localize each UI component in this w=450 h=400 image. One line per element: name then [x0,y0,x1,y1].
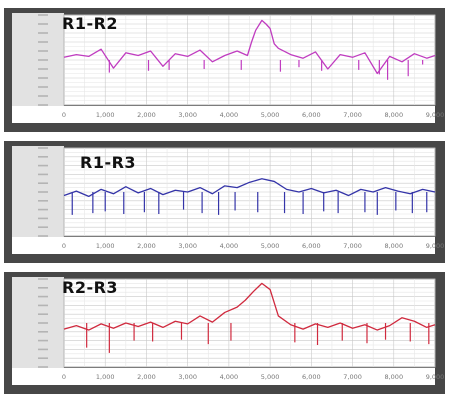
x-tick-label: 4,000 [220,373,239,381]
chart-panel-2: 0 1,000 2,000 3,000 4,000 5,000 6,000 7,000 8,00… [4,141,445,263]
chart-svg-2: 0 1,000 2,000 3,000 4,000 5,000 6,000 7,000 8,00… [12,146,445,254]
chart-panel-3: 0 1,000 2,000 3,000 4,000 5,000 6,000 7,000 8,00… [4,272,445,394]
x-tick-label: 0 [62,111,66,119]
x-tick-label: 6,000 [302,242,321,250]
chart-panel-1: 0 1,000 2,000 3,000 4,000 5,000 6,000 7,000 8,00… [4,8,445,132]
x-tick-label: 3,000 [178,242,197,250]
x-tick-label: 4,000 [220,111,239,119]
spike-group [108,60,424,80]
x-tick-label: 2,000 [137,242,156,250]
x-tick-label: 3,000 [178,373,197,381]
chart-svg-1: 0 1,000 2,000 3,000 4,000 5,000 6,000 7,000 8,00… [12,13,445,123]
chart-title: R1-R3 [80,153,137,172]
x-tick-label: 5,000 [261,242,280,250]
gridlines [63,14,436,106]
x-tick-label: 9,000 [426,242,445,250]
x-tick-label: 7,000 [343,242,362,250]
x-tick-label: 8,000 [384,242,403,250]
x-tick-label: 3,000 [178,111,197,119]
x-tick-label: 1,000 [96,111,115,119]
series-line [63,178,436,198]
chart-title: R2-R3 [62,278,119,297]
x-tick-label: 4,000 [220,242,239,250]
x-tick-label: 6,000 [302,111,321,119]
series-line [63,19,436,75]
x-tick-label: 5,000 [261,373,280,381]
spike-group [71,192,428,215]
x-tick-label: 7,000 [343,111,362,119]
x-tick-label: 1,000 [96,242,115,250]
chart-title: R1-R2 [62,14,119,33]
x-tick-label: 8,000 [384,373,403,381]
x-tick-label: 6,000 [302,373,321,381]
x-axis-band [12,106,435,123]
x-tick-label: 0 [62,242,66,250]
x-tick-label: 0 [62,373,66,381]
x-tick-label: 8,000 [384,111,403,119]
series-line [63,282,436,331]
x-tick-label: 5,000 [261,111,280,119]
x-tick-label: 2,000 [137,373,156,381]
x-tick-label: 9,000 [426,373,445,381]
gridlines [63,278,436,368]
chart-svg-3: 0 1,000 2,000 3,000 4,000 5,000 6,000 7,000 8,00… [12,277,445,385]
spike-group [86,323,430,353]
x-axis-band [12,237,435,254]
x-tick-label: 9,000 [426,111,445,119]
x-axis-band [12,368,435,385]
gridlines [63,147,436,237]
x-tick-label: 2,000 [137,111,156,119]
x-tick-label: 7,000 [343,373,362,381]
x-tick-label: 1,000 [96,373,115,381]
